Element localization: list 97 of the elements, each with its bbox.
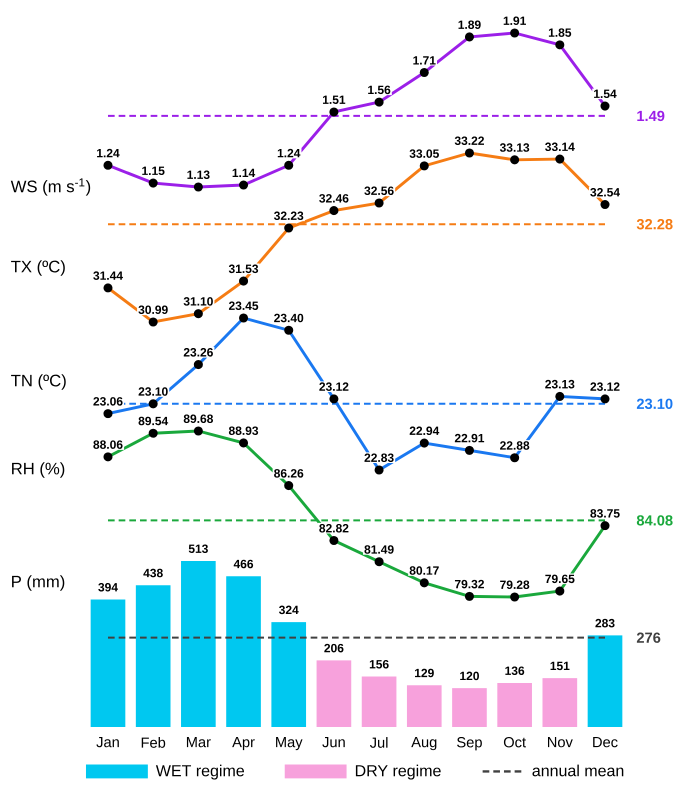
data-label: 31.44	[93, 271, 123, 280]
data-label: 23.10	[138, 387, 168, 396]
data-label: 22.88	[500, 441, 530, 450]
data-label: 1.71	[413, 56, 436, 64]
data-label: 283	[595, 618, 615, 628]
bar	[181, 561, 216, 727]
data-label: 1.15	[142, 166, 165, 176]
ref-line-label: 84.08	[636, 515, 673, 526]
data-label: 23.12	[590, 382, 620, 391]
data-label: 82.82	[319, 524, 348, 532]
data-label: 466	[234, 560, 254, 568]
data-label: 32.46	[319, 194, 348, 203]
data-label: 23.40	[274, 314, 304, 322]
data-label: 438	[143, 568, 163, 578]
data-label: 32.23	[274, 212, 304, 220]
bar	[316, 660, 352, 727]
ref-line-label: 23.10	[636, 398, 672, 410]
data-label: 89.68	[184, 414, 214, 424]
data-label: 79.32	[454, 580, 484, 588]
data-label: 33.22	[454, 136, 484, 145]
data-label: 1.51	[322, 96, 346, 104]
y-axis-title: WS (m s$^{-1}$)	[10, 178, 90, 196]
x-tick-label: Apr	[232, 737, 255, 750]
bar	[542, 678, 578, 727]
data-label: 32.54	[590, 188, 620, 197]
data-label: 23.26	[184, 348, 213, 357]
x-tick-label: Oct	[504, 737, 526, 748]
bar	[406, 685, 442, 727]
data-label: 79.28	[500, 580, 530, 590]
data-label: 1.24	[97, 148, 120, 158]
ref-line-label: 1.49	[637, 110, 664, 122]
data-label: 1.89	[458, 20, 481, 29]
x-tick-label: Feb	[142, 737, 166, 748]
bar	[226, 576, 261, 727]
data-label: 23.12	[319, 382, 348, 391]
bar	[452, 688, 487, 727]
data-label: 33.14	[545, 142, 575, 152]
x-tick-label: Mar	[186, 737, 211, 748]
data-label: 1.54	[594, 90, 617, 98]
data-label: 79.65	[545, 574, 574, 584]
data-label: 129	[415, 668, 434, 678]
data-label: 151	[550, 662, 570, 670]
data-label: 394	[98, 582, 118, 592]
data-label: 83.75	[590, 509, 620, 518]
data-label: 23.06	[93, 397, 123, 406]
legend-label: DRY regime	[356, 764, 441, 780]
y-axis-title: TX (ºC)	[11, 260, 65, 276]
bar	[362, 676, 396, 727]
data-label: 23.45	[228, 301, 258, 310]
bar	[90, 600, 126, 727]
data-label: 324	[278, 606, 299, 614]
data-label: 1.14	[232, 168, 256, 178]
data-label: 88.06	[93, 440, 123, 449]
data-label: 1.24	[278, 148, 300, 158]
x-tick-label: Jun	[322, 737, 345, 748]
bar	[497, 682, 532, 727]
x-tick-label: May	[276, 737, 303, 750]
ref-line-label: 276	[636, 632, 660, 643]
y-axis-title: P (mm)	[12, 575, 64, 591]
data-label: 1.91	[504, 16, 526, 26]
x-tick-label: Dec	[593, 737, 618, 748]
data-label: 31.53	[228, 264, 258, 274]
data-label: 23.13	[545, 380, 574, 388]
legend-label: WET regime	[156, 764, 244, 780]
data-label: 31.10	[184, 297, 213, 306]
x-tick-label: Jul	[370, 737, 388, 748]
x-tick-label: Aug	[411, 737, 436, 750]
data-label: 22.94	[410, 426, 440, 436]
data-label: 86.26	[274, 469, 304, 478]
x-tick-label: Jan	[96, 737, 119, 748]
bar	[588, 635, 622, 727]
data-label: 88.93	[228, 426, 258, 435]
text: annual mean	[532, 764, 624, 776]
data-label: 22.83	[364, 453, 394, 462]
data-label: 33.13	[500, 143, 530, 152]
ref-line-label: 32.28	[636, 219, 673, 230]
data-label: 1.56	[368, 86, 390, 94]
y-axis-title: RH (%)	[12, 462, 64, 478]
y-axis-title: TN (ºC)	[11, 374, 66, 390]
data-label: 33.05	[410, 149, 439, 158]
bar	[136, 585, 171, 727]
x-tick-label: Sep	[457, 737, 482, 750]
data-label: 80.17	[410, 566, 439, 575]
data-label: 136	[505, 666, 524, 675]
data-label: 1.85	[548, 28, 572, 37]
data-label: 32.56	[364, 186, 394, 196]
bar	[271, 622, 306, 727]
x-tick-label: Nov	[548, 737, 573, 748]
data-label: 206	[324, 644, 344, 652]
data-label: 81.49	[364, 545, 394, 554]
data-label: 89.54	[138, 416, 168, 426]
data-label: 22.91	[454, 434, 484, 442]
data-label: 1.13	[187, 170, 210, 179]
data-label: 156	[370, 660, 389, 669]
data-label: 513	[188, 544, 208, 553]
data-label: 30.99	[138, 305, 168, 314]
data-label: 120	[460, 672, 479, 680]
